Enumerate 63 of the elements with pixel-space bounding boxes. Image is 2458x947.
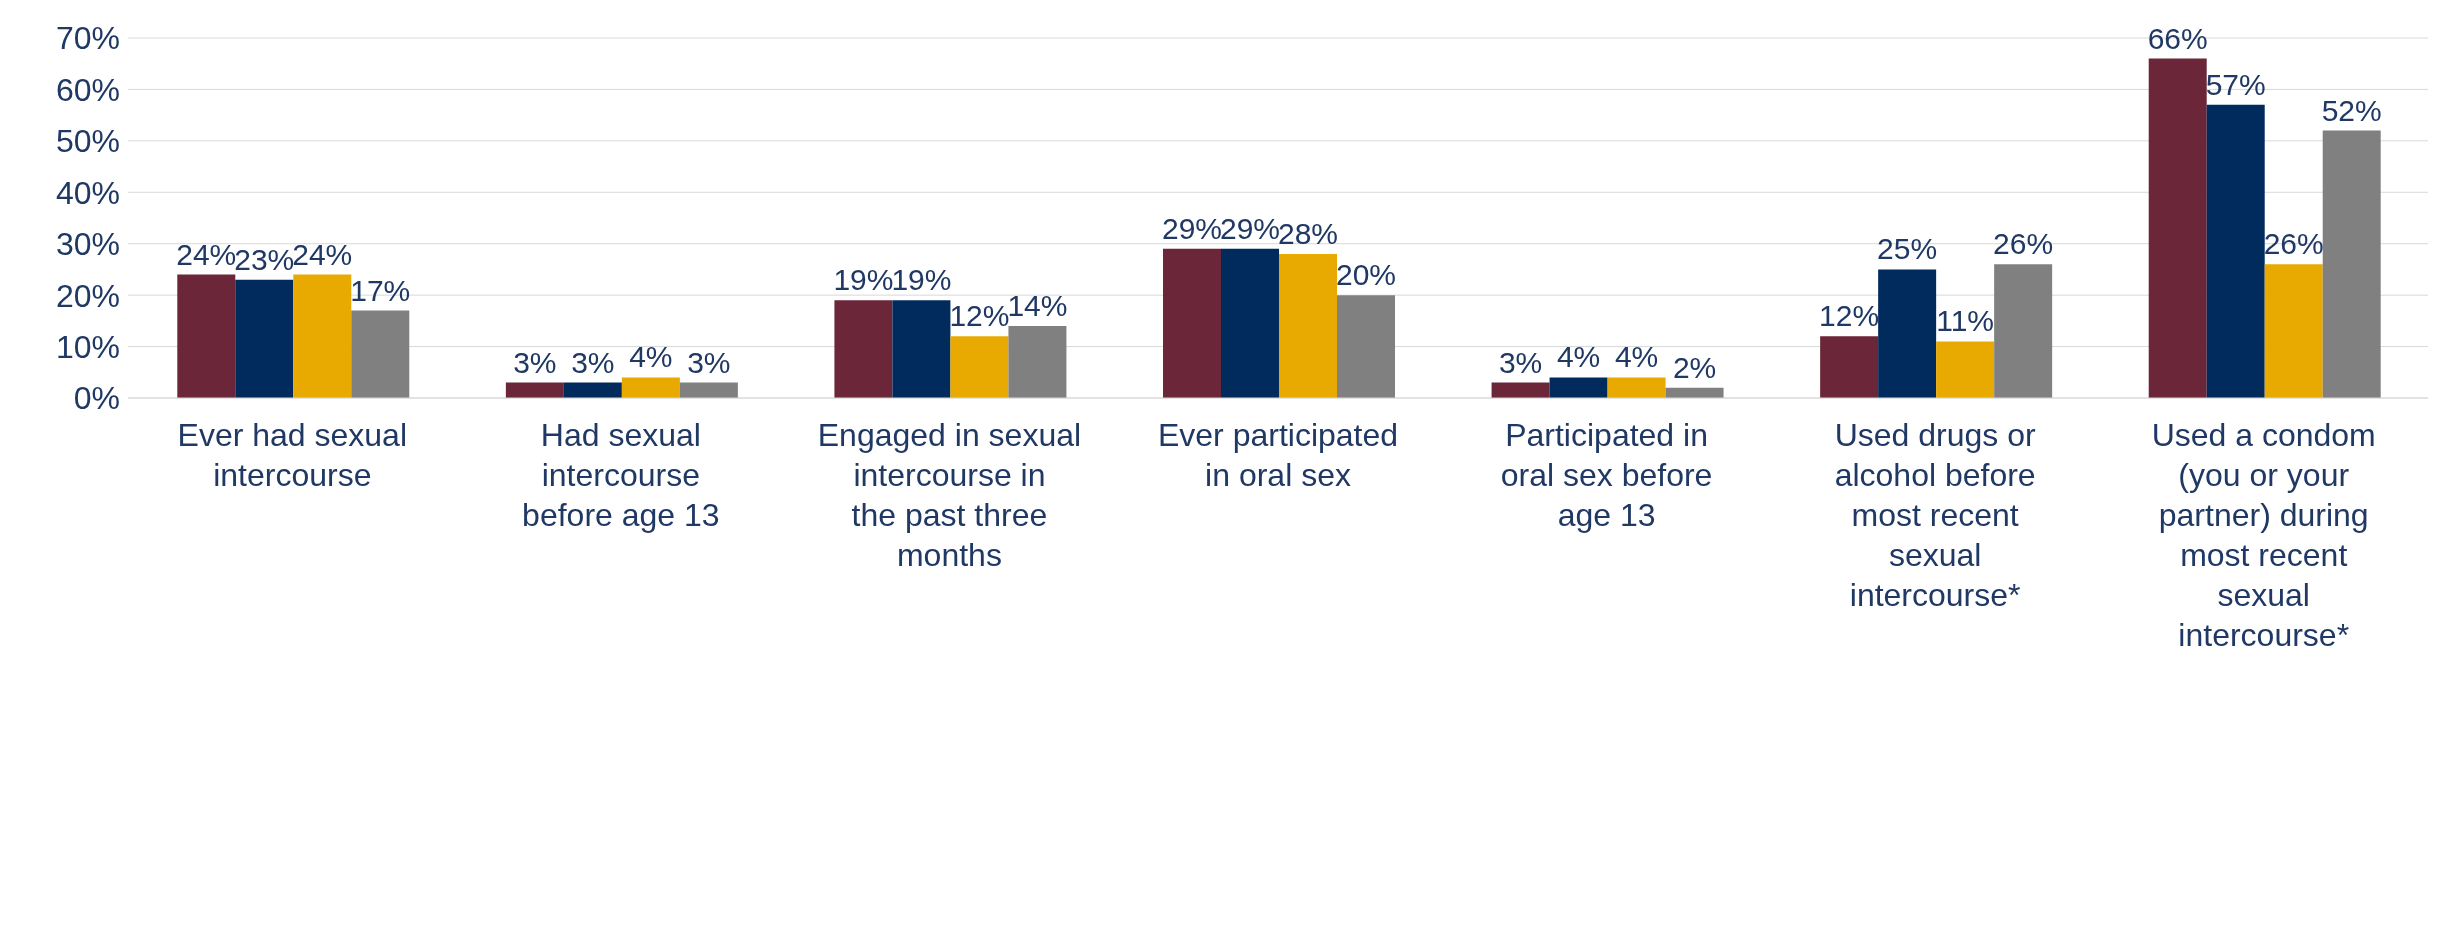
data-label: 4%: [1614, 340, 1659, 374]
data-label: 11%: [1936, 304, 1995, 338]
y-tick-label: 50%: [55, 123, 120, 160]
data-label: 4%: [629, 340, 673, 374]
bar: [679, 382, 738, 398]
x-tick-label: Ever had sexual intercourse: [177, 417, 408, 493]
bar: [2148, 58, 2207, 398]
data-label: 4%: [1556, 340, 1601, 374]
data-label: 3%: [513, 345, 557, 379]
x-tick-label: Ever participated in oral sex: [1157, 417, 1399, 493]
bar: [1820, 336, 1879, 398]
data-label: 12%: [949, 299, 1010, 333]
y-tick-label: 60%: [55, 71, 120, 108]
bar: [351, 310, 410, 398]
y-tick-label: 70%: [55, 20, 120, 57]
data-label: 17%: [350, 273, 411, 307]
data-label: 52%: [2321, 93, 2382, 127]
data-label: 19%: [833, 263, 894, 297]
data-label: 26%: [1993, 227, 2054, 261]
data-label: 2%: [1672, 350, 1717, 384]
bar: [834, 300, 893, 398]
bar: [177, 274, 236, 398]
bar: [293, 274, 352, 398]
x-tick-label: Had sexual intercourse before age 13: [522, 417, 720, 533]
data-label: 3%: [687, 345, 731, 379]
data-label: 24%: [292, 237, 353, 271]
bar: [892, 300, 951, 398]
bar: [621, 377, 680, 398]
bar: [563, 382, 622, 398]
bar: [1936, 341, 1995, 398]
data-label: 25%: [1877, 232, 1938, 266]
data-label: 12%: [1819, 299, 1880, 333]
bar: [1163, 248, 1221, 398]
bar: [1994, 264, 2053, 398]
bar: [950, 336, 1009, 398]
bar: [1279, 254, 1337, 398]
data-label: 20%: [1335, 258, 1397, 292]
data-label: 26%: [2263, 227, 2324, 261]
bar: [1337, 295, 1395, 398]
bar: [505, 382, 564, 398]
bar: [235, 279, 294, 398]
y-tick-label: 10%: [55, 328, 120, 365]
x-tick-label: Used a condom (you or your partner) during most recent sexual intercourse*: [2151, 417, 2376, 653]
bar: [2322, 130, 2381, 398]
bar: [1549, 377, 1608, 398]
bar: [2206, 104, 2265, 398]
bar: [1221, 248, 1279, 398]
bar: [1008, 326, 1067, 398]
x-tick-label: Participated in oral sex before age 13: [1500, 417, 1713, 533]
bar: [1607, 377, 1666, 398]
y-tick-label: 20%: [55, 277, 120, 314]
x-tick-label: Used drugs or alcohol before most recent sexual intercourse*: [1834, 417, 2036, 613]
bar: [2264, 264, 2323, 398]
bar: [1878, 269, 1937, 398]
data-label: 57%: [2205, 67, 2266, 101]
y-tick-label: 40%: [55, 174, 120, 211]
y-tick-label: 0%: [73, 380, 120, 417]
y-tick-label: 30%: [55, 226, 120, 263]
data-label: 66%: [2147, 21, 2208, 55]
x-tick-label: Engaged in sexual intercourse in the past three months: [817, 417, 1082, 573]
data-label: 3%: [571, 345, 615, 379]
data-label: 3%: [1498, 345, 1543, 379]
bar: [1491, 382, 1550, 398]
